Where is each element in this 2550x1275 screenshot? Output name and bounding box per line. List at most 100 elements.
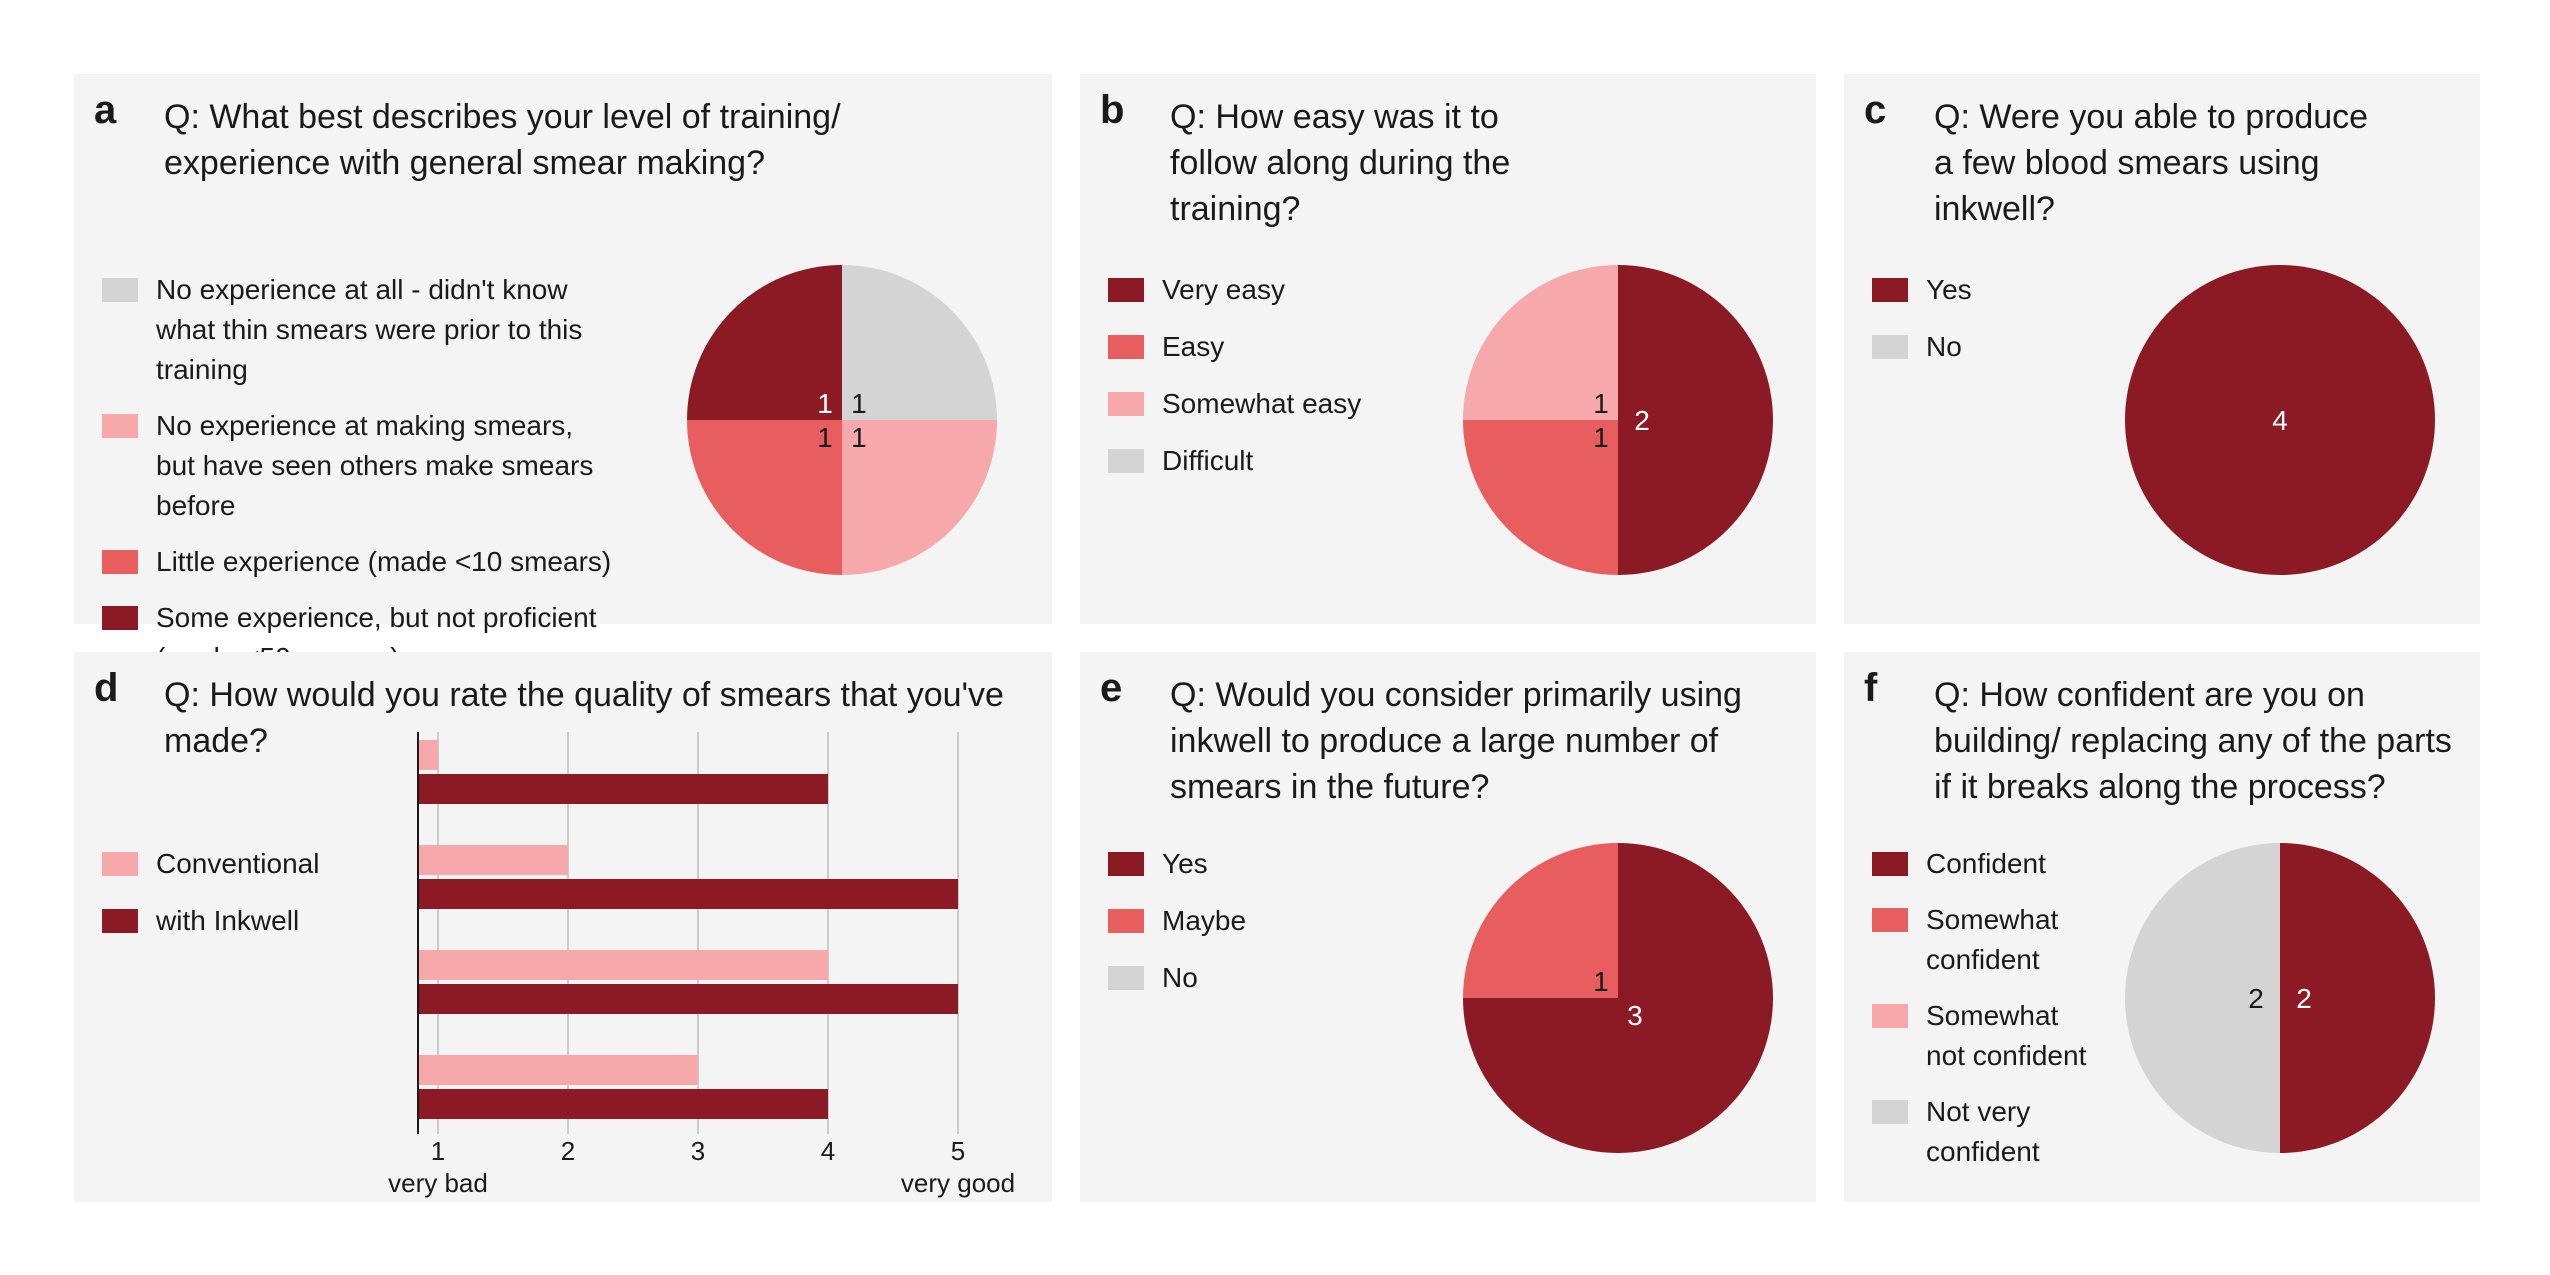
pie-slice <box>1463 420 1618 575</box>
panel-letter: d <box>94 666 119 710</box>
bar <box>418 740 438 770</box>
panel-a: a Q: What best describes your level of t… <box>74 74 1052 673</box>
legend: Conventional with Inkwell <box>102 844 362 941</box>
legend-item: Conventional <box>102 844 362 884</box>
panel-b: b Q: How easy was it to follow along dur… <box>1080 74 1816 624</box>
bar-chart: 1 2 3 4 5 very bad very good <box>388 732 1015 1198</box>
legend-label: with Inkwell <box>156 905 300 936</box>
legend-swatch <box>102 550 138 574</box>
pie-slice-label: 1 <box>1593 388 1609 419</box>
panel-e: e Q: Would you consider primarily using … <box>1080 652 1816 1202</box>
panel-question: Q: How confident are you on building/ re… <box>1934 676 2452 806</box>
legend-item: Not very confident <box>1872 1092 2102 1172</box>
panel-question: Q: How easy was it to follow along durin… <box>1170 98 1511 228</box>
legend-label: No <box>1162 962 1198 993</box>
legend-swatch <box>102 852 138 876</box>
pie-slice <box>1463 843 1618 998</box>
pie-slice-label: 4 <box>2272 405 2288 436</box>
pie-slice <box>2280 843 2435 1153</box>
legend-label: Confident <box>1926 848 2046 879</box>
x-axis-label-left: very bad <box>388 1168 488 1198</box>
legend-item: Little experience (made <10 smears) <box>102 542 612 582</box>
legend-item: Maybe <box>1108 901 1408 941</box>
pie-slice-label: 2 <box>2296 983 2312 1014</box>
legend-swatch <box>1108 449 1144 473</box>
legend-label: Little experience (made <10 smears) <box>156 546 612 577</box>
pie-slice-label: 1 <box>851 388 867 419</box>
legend-label: Not very confident <box>1926 1096 2040 1167</box>
pie-slice-label: 1 <box>817 388 833 419</box>
legend-swatch <box>102 909 138 933</box>
pie-slice <box>2125 843 2280 1153</box>
legend-label: Somewhat not confident <box>1926 1000 2087 1071</box>
pie-chart: 31 <box>1463 843 1773 1153</box>
legend-swatch <box>102 606 138 630</box>
legend-item: No <box>1872 327 2072 367</box>
legend: Confident Somewhat confident Somewhat no… <box>1872 844 2102 1172</box>
panel-letter: a <box>94 88 117 132</box>
legend-item: Yes <box>1108 844 1408 884</box>
legend-label: Yes <box>1926 274 1972 305</box>
legend-swatch <box>1108 852 1144 876</box>
panel-letter: f <box>1864 666 1878 710</box>
pie-slice <box>842 420 997 575</box>
pie-slice <box>2125 265 2435 575</box>
legend-item: Easy <box>1108 327 1408 367</box>
legend-item: Somewhat confident <box>1872 900 2102 980</box>
legend: No experience at all - didn't know what … <box>102 270 612 678</box>
legend-swatch <box>1108 966 1144 990</box>
legend-item: No experience at all - didn't know what … <box>102 270 612 390</box>
legend-label: Difficult <box>1162 445 1254 476</box>
legend-swatch <box>1108 335 1144 359</box>
legend-item: Somewhat not confident <box>1872 996 2102 1076</box>
x-tick-label: 4 <box>821 1136 835 1166</box>
pie-slice-label: 1 <box>1593 422 1609 453</box>
legend: Yes No <box>1872 270 2072 367</box>
legend-swatch <box>102 278 138 302</box>
x-tick-label: 1 <box>431 1136 445 1166</box>
bar <box>418 984 958 1014</box>
pie-slice-label: 1 <box>851 422 867 453</box>
pie-slice-label: 3 <box>1627 1000 1643 1031</box>
bar <box>418 1055 698 1085</box>
legend-swatch <box>1108 909 1144 933</box>
legend-swatch <box>1872 908 1908 932</box>
x-tick-label: 2 <box>561 1136 575 1166</box>
pie-chart: 211 <box>1463 265 1773 575</box>
bar <box>418 845 568 875</box>
panel-question: Q: What best describes your level of tra… <box>164 98 841 182</box>
panel-question: Q: Would you consider primarily using in… <box>1170 676 1742 806</box>
legend-swatch <box>1108 278 1144 302</box>
pie-slice <box>687 420 842 575</box>
legend-item: No <box>1108 958 1408 998</box>
legend-label: Maybe <box>1162 905 1247 936</box>
pie-slice-label: 1 <box>817 422 833 453</box>
legend-label: Conventional <box>156 848 320 879</box>
legend-label: Very easy <box>1162 274 1285 305</box>
bar <box>418 879 958 909</box>
legend-swatch <box>1872 335 1908 359</box>
panel-letter: c <box>1864 88 1887 132</box>
panel-f: f Q: How confident are you on building/ … <box>1844 652 2480 1202</box>
legend-item: with Inkwell <box>102 901 362 941</box>
bar <box>418 950 828 980</box>
panel-question: Q: How would you rate the quality of sme… <box>164 676 1004 760</box>
legend-item: Confident <box>1872 844 2102 884</box>
legend: Very easy Easy Somewhat easy Difficult <box>1108 270 1408 481</box>
legend-swatch <box>1872 278 1908 302</box>
panel-d: d Q: How would you rate the quality of s… <box>74 652 1052 1202</box>
pie-slice-label: 2 <box>2248 983 2264 1014</box>
legend-swatch <box>1872 852 1908 876</box>
x-tick-label: 5 <box>951 1136 965 1166</box>
legend-swatch <box>102 414 138 438</box>
legend-swatch <box>1872 1004 1908 1028</box>
legend-label: No experience at making smears, but have… <box>156 410 594 521</box>
bar <box>418 774 828 804</box>
legend-label: Somewhat easy <box>1162 388 1362 419</box>
legend-label: Somewhat confident <box>1926 904 2059 975</box>
legend-item: Difficult <box>1108 441 1408 481</box>
panel-question: Q: Were you able to produce a few blood … <box>1934 98 2369 228</box>
pie-slice-label: 2 <box>1634 405 1650 436</box>
legend-label: Easy <box>1162 331 1225 362</box>
pie-slice <box>687 265 842 420</box>
